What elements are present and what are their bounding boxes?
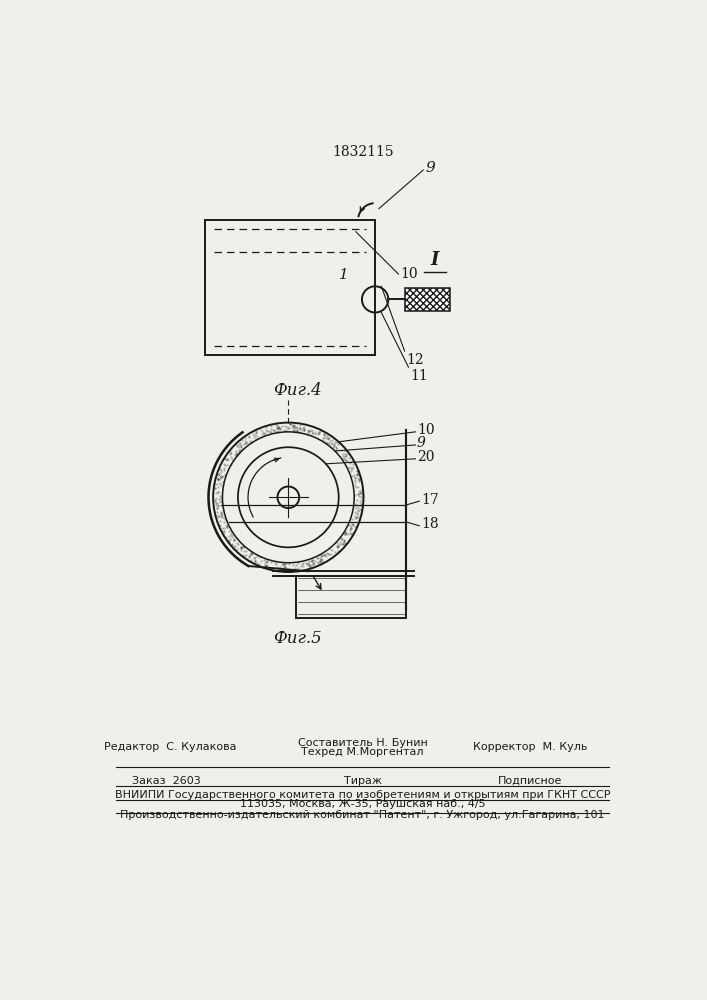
- Text: 18: 18: [421, 517, 438, 531]
- Text: Редактор  С. Кулакова: Редактор С. Кулакова: [103, 742, 236, 752]
- Text: 11: 11: [410, 369, 428, 383]
- Text: Фиг.5: Фиг.5: [273, 630, 322, 647]
- Text: 17: 17: [421, 493, 438, 507]
- Text: 113035, Москва, Ж-35, Раушская наб., 4/5: 113035, Москва, Ж-35, Раушская наб., 4/5: [240, 799, 486, 809]
- Text: 9: 9: [426, 161, 436, 175]
- Bar: [404, 288, 450, 311]
- Text: Производственно-издательский комбинат "Патент", г. Ужгород, ул.Гагарина, 101: Производственно-издательский комбинат "П…: [120, 810, 605, 820]
- Text: 10: 10: [417, 423, 435, 437]
- Text: 1: 1: [339, 268, 349, 282]
- Text: Подписное: Подписное: [498, 776, 562, 786]
- Text: 9: 9: [417, 436, 426, 450]
- Text: Фиг.4: Фиг.4: [273, 382, 322, 399]
- Text: 10: 10: [400, 267, 418, 281]
- Text: Тираж: Тираж: [344, 776, 382, 786]
- Text: ВНИИПИ Государственного комитета по изобретениям и открытиям при ГКНТ СССР: ВНИИПИ Государственного комитета по изоб…: [115, 790, 610, 800]
- Text: 1832115: 1832115: [332, 145, 394, 159]
- Text: I: I: [431, 251, 439, 269]
- Text: Составитель Н. Бунин: Составитель Н. Бунин: [298, 738, 428, 748]
- Text: 12: 12: [406, 353, 423, 367]
- Text: Корректор  М. Куль: Корректор М. Куль: [473, 742, 588, 752]
- Text: 20: 20: [417, 450, 435, 464]
- Text: Техред М.Моргентал: Техред М.Моргентал: [301, 747, 424, 757]
- Text: Заказ  2603: Заказ 2603: [132, 776, 200, 786]
